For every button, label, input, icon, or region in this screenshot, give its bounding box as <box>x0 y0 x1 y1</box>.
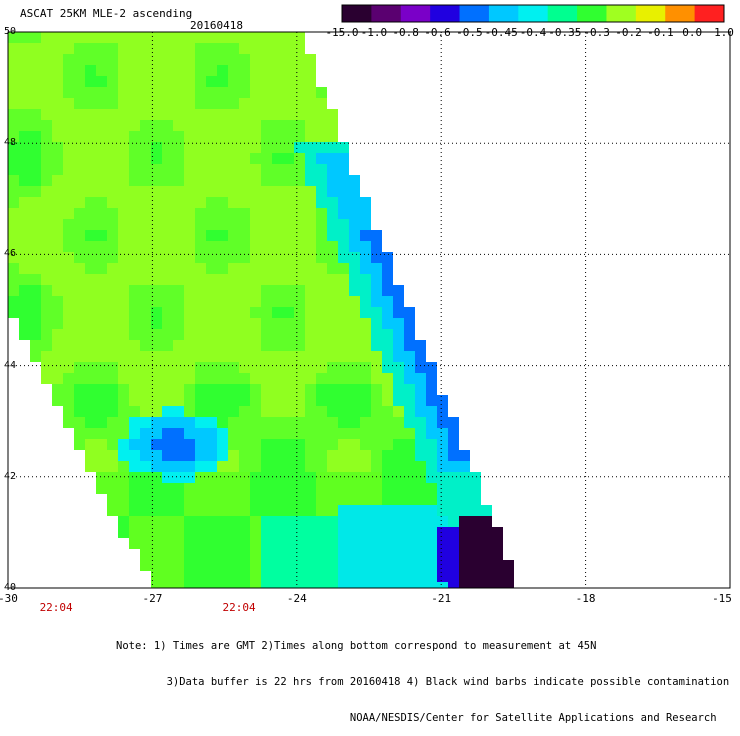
lon-label: -18 <box>575 592 596 605</box>
colorbar-swatch <box>488 5 519 22</box>
colorbar-label: -15.0 <box>325 26 359 39</box>
lat-lon-grid <box>8 32 730 588</box>
colorbar-swatch <box>430 5 461 22</box>
colorbar <box>341 4 725 23</box>
lat-label: 44 <box>4 359 17 371</box>
colorbar-swatch <box>635 5 666 22</box>
colorbar-label: -1.0 <box>360 26 388 39</box>
colorbar-swatch <box>694 5 725 22</box>
colorbar-label: -0.4 <box>519 26 547 39</box>
lon-label: -21 <box>431 592 452 605</box>
colorbar-swatch <box>400 5 431 22</box>
colorbar-label: -0.1 <box>647 26 674 39</box>
lon-label: -24 <box>286 592 307 605</box>
colorbar-label: -0.3 <box>583 26 610 39</box>
colorbar-label: -0.35 <box>548 26 582 39</box>
colorbar-label: 1.0 <box>714 26 734 39</box>
lat-label: 42 <box>4 470 17 482</box>
colorbar-label: -0.5 <box>456 26 483 39</box>
note-line-2: 3)Data buffer is 22 hrs from 20160418 4)… <box>116 676 730 688</box>
colorbar-swatch <box>577 5 607 22</box>
colorbar-swatch <box>547 5 578 22</box>
colorbar-swatch <box>518 5 549 22</box>
time-label: 22:04 <box>222 601 256 614</box>
lat-label: 50 <box>4 26 17 37</box>
colorbar-label: -0.2 <box>615 26 642 39</box>
note-line-3: NOAA/NESDIS/Center for Satellite Applica… <box>116 712 717 724</box>
map-canvas <box>7 4 731 589</box>
colorbar-swatch <box>665 5 696 22</box>
colorbar-swatch <box>606 5 637 22</box>
colorbar-swatch <box>459 5 490 22</box>
colorbar-outline <box>341 4 725 23</box>
lat-label: 48 <box>4 137 17 149</box>
colorbar-label: -0.8 <box>392 26 419 39</box>
colorbar-label: 0.0 <box>682 26 703 39</box>
lat-label: 40 <box>4 582 17 593</box>
map-date: 20160418 <box>190 19 243 32</box>
colorbar-swatch <box>342 5 372 22</box>
data-swath <box>8 32 514 588</box>
note-line-1: Note: 1) Times are GMT 2)Times along bot… <box>116 640 597 652</box>
lat-label: 46 <box>4 248 17 260</box>
footnote: Note: 1) Times are GMT 2)Times along bot… <box>116 616 729 736</box>
map-title: ASCAT 25KM MLE-2 ascending <box>20 7 193 20</box>
colorbar-label: -0.45 <box>484 26 518 39</box>
lon-label: -27 <box>142 592 163 605</box>
map-frame <box>7 31 731 589</box>
time-label: 22:04 <box>39 601 73 614</box>
lon-label: -15 <box>712 592 732 605</box>
lon-label: -30 <box>0 592 18 605</box>
colorbar-swatch <box>371 5 402 22</box>
colorbar-label: -0.6 <box>424 26 451 39</box>
